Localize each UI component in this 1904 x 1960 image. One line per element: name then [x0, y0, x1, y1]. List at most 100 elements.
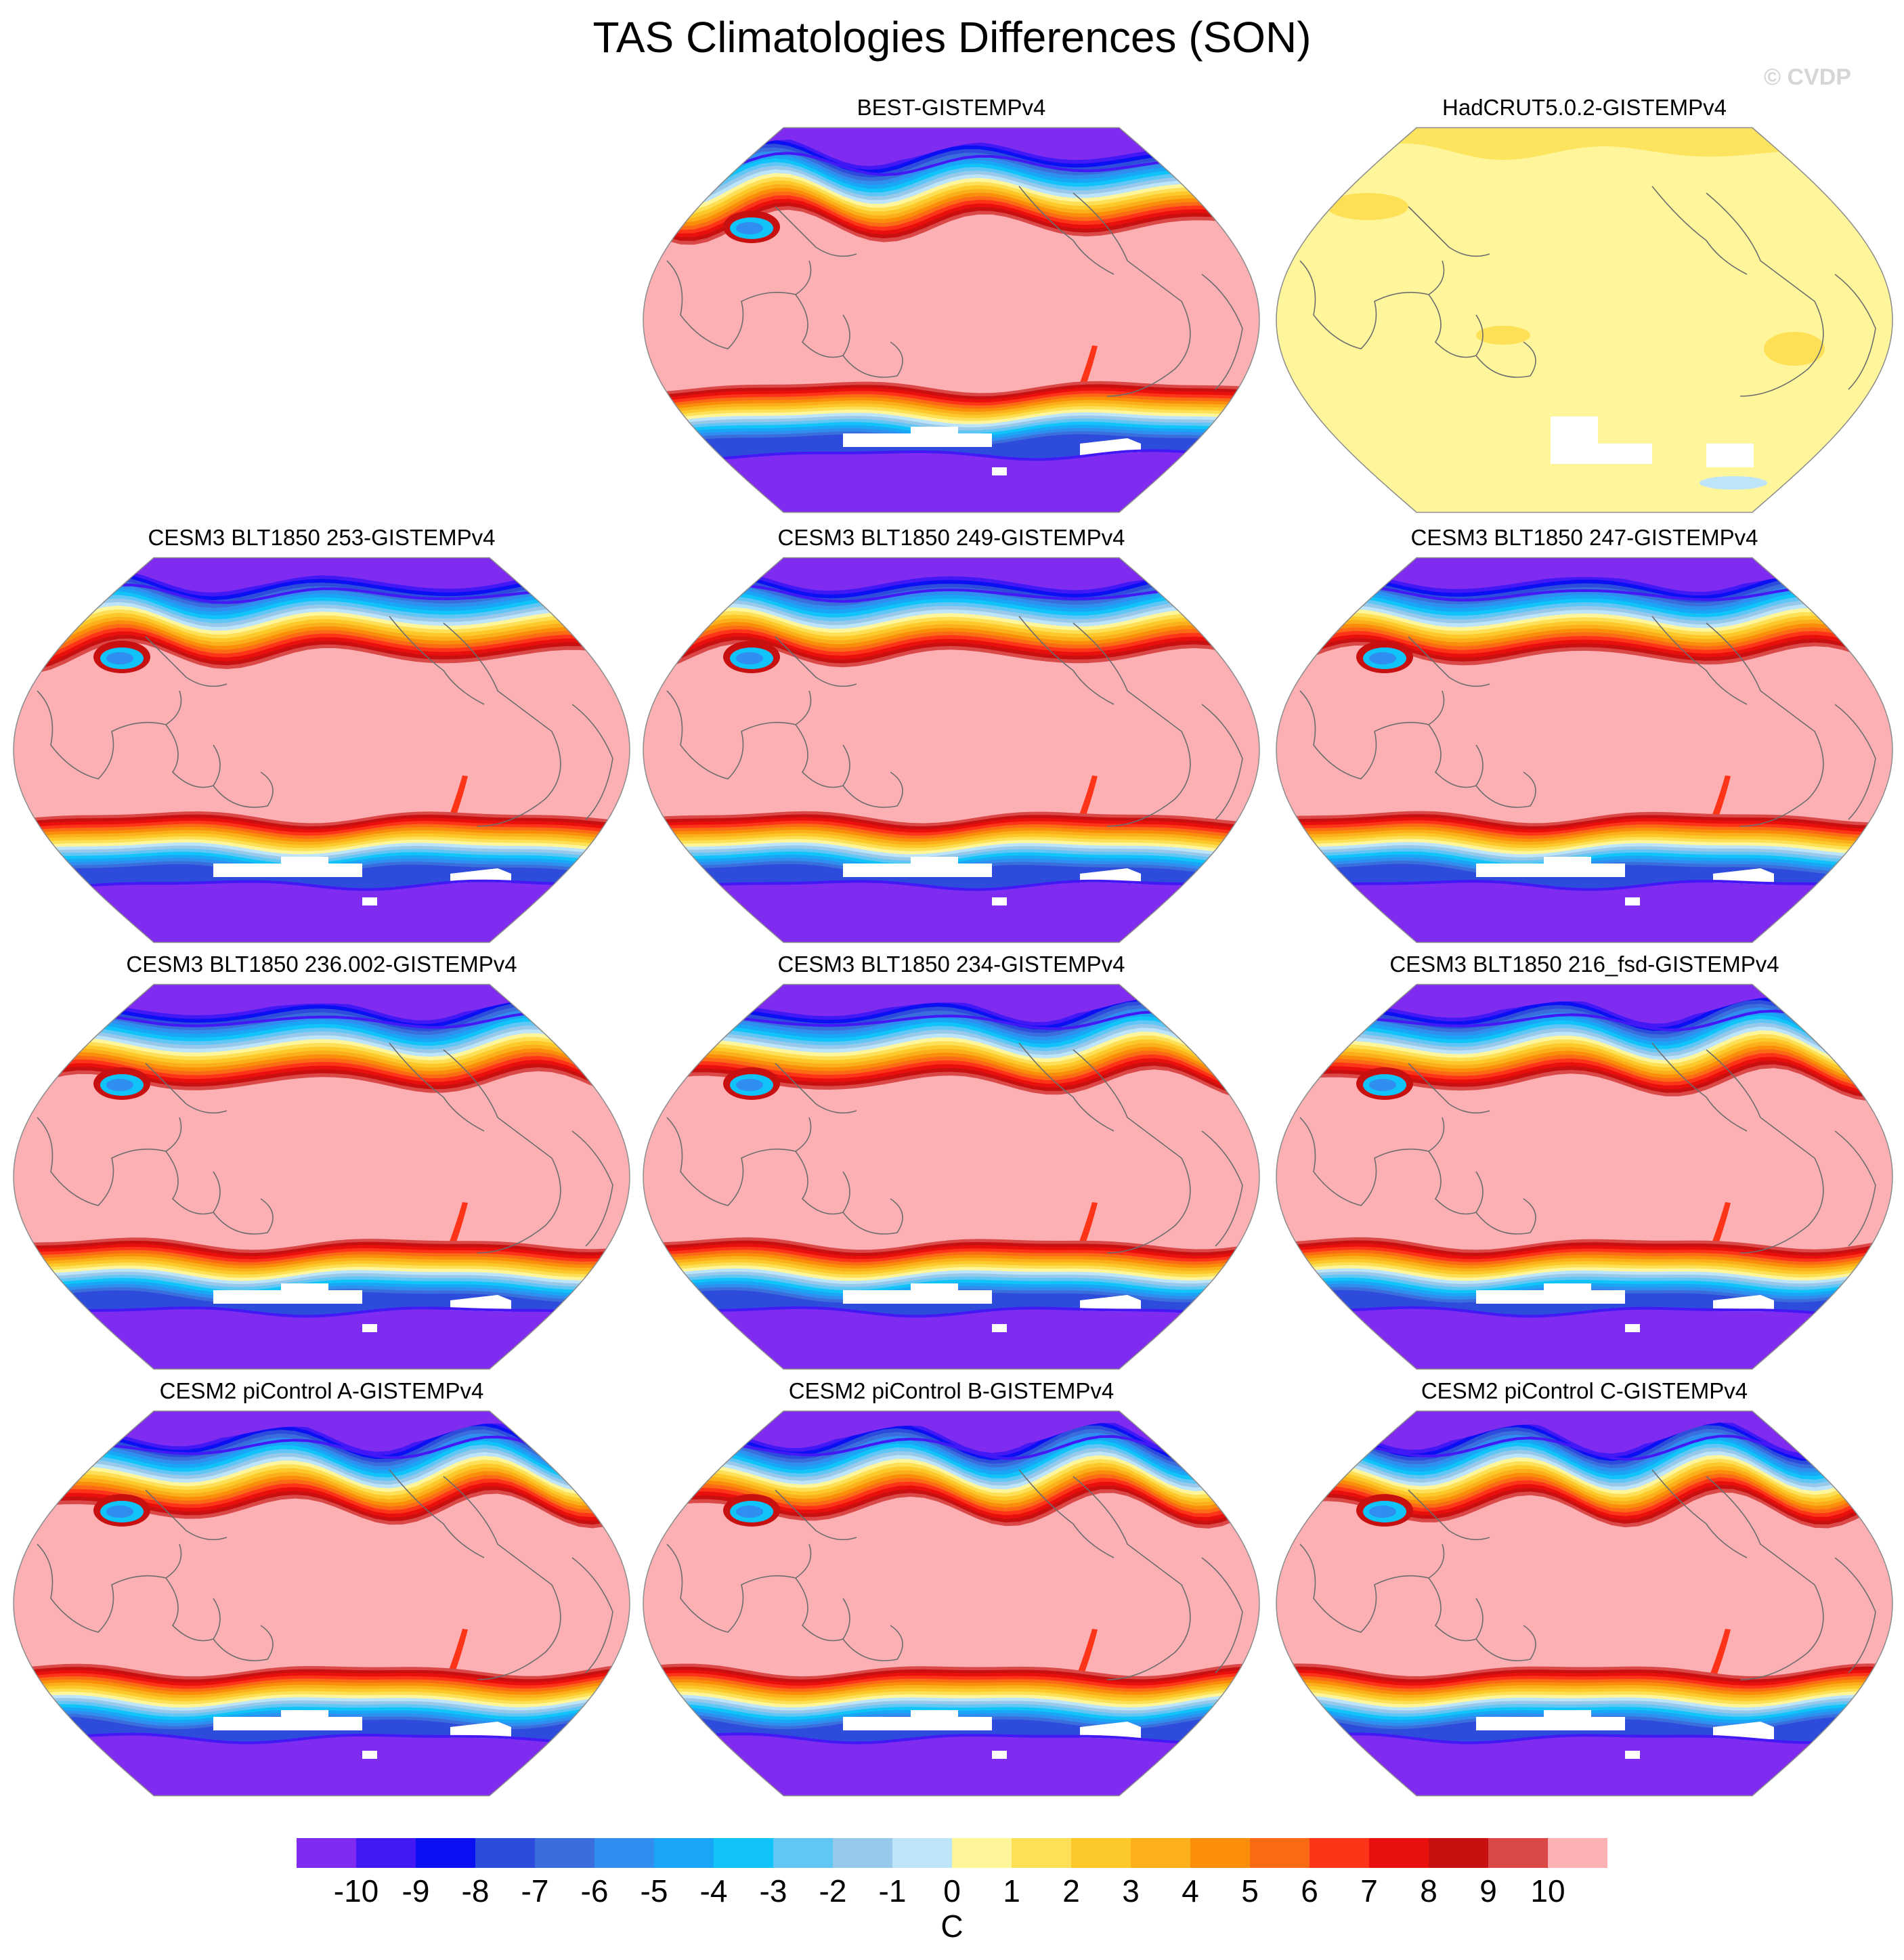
cold-contour-line	[1276, 1732, 1892, 1745]
colorbar-swatch	[1488, 1838, 1548, 1868]
cool-patch	[1700, 476, 1767, 490]
coastline	[389, 1469, 485, 1558]
colorbar-swatch	[1369, 1838, 1429, 1868]
colorbar-swatch	[356, 1838, 416, 1868]
panel-title: CESM3 BLT1850 234-GISTEMPv4	[777, 952, 1125, 977]
coastline	[1475, 341, 1536, 378]
map-panel-best: BEST-GISTEMPv4	[640, 95, 1263, 515]
antarctic-cold-core	[1276, 1308, 1892, 1369]
coastline	[795, 724, 850, 788]
coastline	[145, 636, 228, 687]
missing-data-patch	[362, 1751, 377, 1759]
coastline	[1201, 1557, 1243, 1674]
missing-data-patch	[1551, 417, 1652, 464]
arctic-cold-core	[14, 1411, 630, 1447]
map-outline	[643, 983, 1260, 1370]
tibet-cold-core	[1369, 1506, 1396, 1518]
missing-data-patch	[1476, 1710, 1625, 1730]
map-outline	[13, 983, 630, 1370]
missing-data-patch	[1080, 1722, 1141, 1739]
colorbar-swatch	[475, 1838, 535, 1868]
map-cesm2-a	[13, 1410, 630, 1797]
coastline	[1073, 622, 1191, 827]
colorbar-swatch	[773, 1838, 833, 1868]
missing-data-patch	[1706, 444, 1754, 467]
coastline	[1428, 294, 1484, 358]
map-panel-cesm3-253: CESM3 BLT1850 253-GISTEMPv4	[10, 525, 633, 945]
missing-data-patch	[1713, 1722, 1774, 1739]
coastline	[775, 206, 857, 257]
coastline	[1475, 1625, 1536, 1661]
map-best	[643, 127, 1260, 513]
coastline	[1408, 636, 1490, 687]
map-cesm2-c	[1276, 1410, 1893, 1797]
colorbar-tick-label: 8	[1420, 1873, 1437, 1909]
colorbar-swatch	[416, 1838, 475, 1868]
coastline	[145, 1489, 228, 1541]
coastline	[795, 1151, 850, 1215]
map-panel-cesm3-234: CESM3 BLT1850 234-GISTEMPv4	[640, 952, 1263, 1371]
coastline	[389, 616, 485, 705]
colorbar-tick-label: -3	[760, 1873, 787, 1909]
map-panel-hadcrut: HadCRUT5.0.2-GISTEMPv4	[1273, 95, 1896, 515]
colorbar-tick-label: 6	[1301, 1873, 1318, 1909]
colorbar: -10 -9 -8 -7 -6 -5 -4 -3 -2 -1 0 1 2 3 4 5 6 7 8 9 10C	[297, 1838, 1607, 1944]
tibet-cold-core	[736, 1079, 763, 1091]
antarctic-cold-core	[14, 1309, 630, 1369]
arctic-cold-core	[643, 984, 1259, 1019]
colorbar-tick-label: -7	[521, 1873, 549, 1909]
coastline	[1408, 1489, 1490, 1541]
map-outline	[643, 1410, 1260, 1797]
missing-data-patch	[992, 1324, 1007, 1332]
coastline	[1018, 1042, 1115, 1132]
coastline	[1651, 186, 1748, 275]
cold-contour-line	[14, 1306, 630, 1318]
map-outline	[643, 127, 1260, 513]
coastline	[571, 704, 613, 820]
coastline	[1834, 274, 1876, 390]
antarctic-cold-core	[1276, 1735, 1892, 1796]
coastline	[1428, 1577, 1484, 1642]
missing-data-patch	[1476, 857, 1625, 877]
coastline	[1834, 1557, 1876, 1674]
missing-data-patch	[450, 1722, 511, 1739]
panel-title: CESM3 BLT1850 236.002-GISTEMPv4	[126, 952, 517, 977]
colorbar-swatch	[1071, 1838, 1131, 1868]
tibet-cold-core	[106, 652, 133, 664]
map-cesm3-253	[13, 557, 630, 943]
tibet-cold-core	[1369, 1079, 1396, 1091]
arctic-cold-core	[643, 557, 1259, 592]
coastline	[1428, 724, 1484, 788]
tibet-cold-core	[736, 222, 763, 234]
coastline	[165, 1151, 221, 1215]
panel-title: BEST-GISTEMPv4	[857, 95, 1046, 120]
cold-contour-line	[643, 1732, 1259, 1745]
colorbar-tick-label: 0	[943, 1873, 961, 1909]
missing-data-patch	[992, 1751, 1007, 1759]
colorbar-tick-label: -9	[402, 1873, 430, 1909]
panel-title: HadCRUT5.0.2-GISTEMPv4	[1442, 95, 1727, 120]
colorbar-tick-label: -8	[462, 1873, 490, 1909]
colorbar-tick-label: -6	[581, 1873, 609, 1909]
colorbar-tick-label: 3	[1122, 1873, 1140, 1909]
cvdp-watermark: © CVDP	[1764, 64, 1851, 90]
coastline	[213, 1625, 274, 1661]
coastline	[1201, 1130, 1243, 1247]
colorbar-tick-label: 2	[1062, 1873, 1080, 1909]
map-panel-cesm3-249: CESM3 BLT1850 249-GISTEMPv4	[640, 525, 1263, 945]
coastline	[1706, 192, 1824, 397]
coastline	[795, 1577, 850, 1642]
colorbar-tick-label: 1	[1003, 1873, 1020, 1909]
missing-data-patch	[843, 427, 992, 447]
coastline	[1428, 1151, 1484, 1215]
colorbar-tick-label: -10	[334, 1873, 378, 1909]
coastline	[1408, 1063, 1490, 1114]
coastline	[443, 1476, 561, 1680]
colorbar-tick-label: -4	[700, 1873, 728, 1909]
map-cesm3-216	[1276, 983, 1893, 1370]
arctic-cold-core	[14, 984, 630, 1018]
missing-data-patch	[992, 897, 1007, 906]
main-title: TAS Climatologies Differences (SON)	[592, 13, 1312, 62]
cold-contour-line	[1276, 1434, 1892, 1462]
map-outline	[1276, 127, 1893, 513]
